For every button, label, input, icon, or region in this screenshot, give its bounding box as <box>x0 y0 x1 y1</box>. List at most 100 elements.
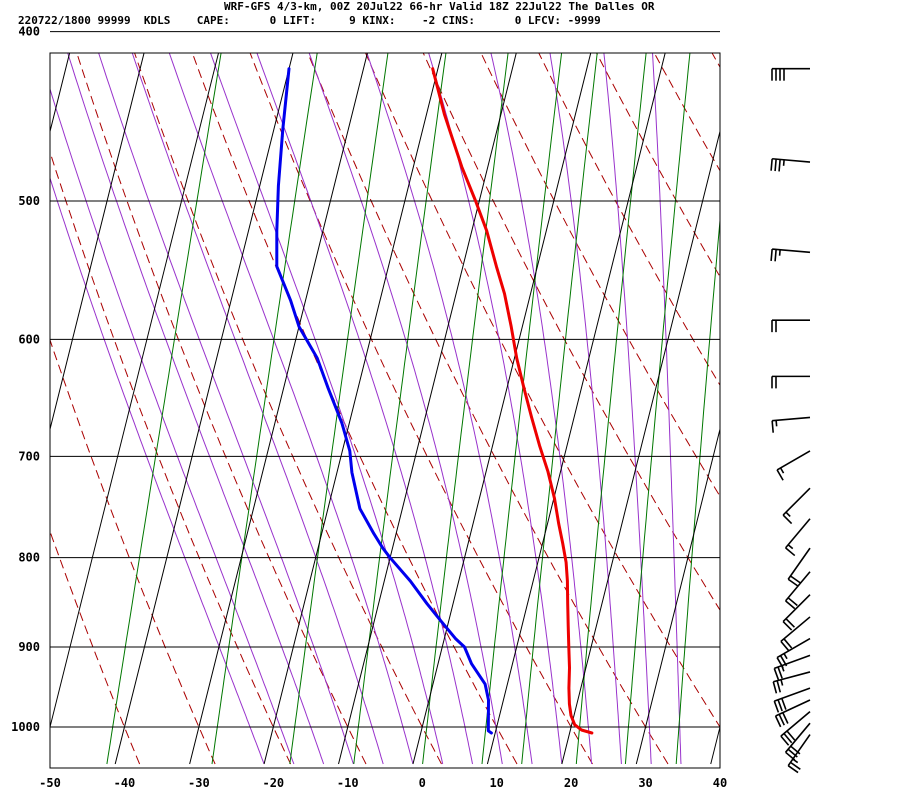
dry-adiabat <box>711 53 720 69</box>
x-tick-label: 10 <box>489 776 503 790</box>
dry-adiabat <box>191 53 518 765</box>
x-tick-label: -50 <box>39 776 61 790</box>
wind-barb <box>773 687 811 713</box>
y-axis-tick-labels: 400 500 600 700 800 900 1000 <box>11 25 40 734</box>
moist-adiabat <box>50 176 265 765</box>
wind-barb-flag <box>773 700 780 713</box>
wind-barb <box>784 518 811 557</box>
wind-barb <box>782 594 811 631</box>
dry-adiabat <box>480 53 720 498</box>
wind-barb-staff <box>787 547 811 580</box>
wind-barb-staff <box>772 157 811 163</box>
x-tick-label: 30 <box>638 776 652 790</box>
wind-barb-flag <box>782 620 793 631</box>
isotherm <box>412 53 592 765</box>
x-tick-label: -20 <box>262 776 284 790</box>
wind-barb <box>780 616 811 652</box>
wind-barb-flag <box>790 575 801 584</box>
y-tick-label: 900 <box>18 640 40 654</box>
mixing-ratio-line <box>353 53 447 765</box>
y-tick-label: 400 <box>18 25 40 39</box>
wind-barb-staff <box>787 734 811 767</box>
header: WRF-GFS 4/3-km, 00Z 20Jul22 66-hr Valid … <box>0 0 900 34</box>
dry-adiabat <box>50 338 216 765</box>
wind-barb-staff <box>782 487 811 516</box>
wind-barb-flag <box>773 668 780 680</box>
moist-adiabat <box>67 53 325 765</box>
isotherm <box>263 53 443 765</box>
dry-adiabat <box>134 53 442 765</box>
moist-adiabat <box>256 53 473 765</box>
isotherm <box>189 53 368 765</box>
plot-frame <box>49 52 721 769</box>
grid <box>50 31 720 728</box>
x-tick-label: 20 <box>564 776 578 790</box>
moist-adiabat <box>98 53 354 765</box>
wind-barb-flag <box>772 681 778 694</box>
dry-adiabat <box>364 53 720 728</box>
wind-barb-staff <box>774 654 811 670</box>
moist-adiabat <box>549 53 622 765</box>
wind-barb-flag <box>780 735 790 746</box>
wind-barb-staff <box>772 248 811 254</box>
dry-adiabat <box>307 53 669 765</box>
chart-title: WRF-GFS 4/3-km, 00Z 20Jul22 66-hr Valid … <box>224 0 655 13</box>
isotherm <box>50 53 145 432</box>
moist-adiabat <box>210 53 444 765</box>
wind-barb-staff <box>772 416 811 422</box>
x-axis-tick-labels: -50 -40 -30 -20 -10 0 10 20 30 40 <box>39 776 727 790</box>
wind-barb <box>770 157 811 172</box>
wind-barb-staff <box>780 711 811 737</box>
wind-barb <box>780 711 811 746</box>
wind-barb-flag <box>787 597 798 607</box>
wind-barb-staff <box>784 518 811 549</box>
dry-adiabat <box>595 53 720 278</box>
isotherm <box>50 53 220 730</box>
wind-barb-flag <box>783 733 793 744</box>
wind-barb-flag <box>785 618 796 628</box>
wind-barb <box>782 487 811 525</box>
dry-adiabat <box>76 53 367 765</box>
wind-barb-half-flag <box>775 420 778 427</box>
x-tick-label: 40 <box>713 776 727 790</box>
wind-barb <box>784 571 811 610</box>
isotherm <box>50 53 71 134</box>
dry-adiabat <box>249 53 593 765</box>
isotherm <box>486 53 666 765</box>
mixing-ratio-line <box>675 214 720 765</box>
wind-barb-staff <box>782 594 811 623</box>
wind-barb-flag <box>782 514 793 525</box>
wind-barb-staff <box>774 687 811 702</box>
wind-barb-staff <box>780 616 811 642</box>
mixing-ratio-line <box>422 53 509 765</box>
mixing-ratio-line <box>481 53 563 765</box>
wind-barb-flag <box>780 640 790 652</box>
wind-barb <box>787 547 811 587</box>
wind-barb-flag <box>781 698 787 710</box>
moist-adiabat <box>50 87 295 765</box>
y-tick-label: 600 <box>18 332 40 346</box>
wind-barb-flag <box>774 715 782 728</box>
sounding-traces <box>275 67 594 735</box>
wind-barb-staff <box>773 671 811 683</box>
wind-barb-staff <box>784 571 811 602</box>
mixing-ratio-line <box>289 53 389 765</box>
wind-barb-flag <box>774 249 777 262</box>
wind-barb <box>776 450 811 481</box>
dry-adiabat <box>50 530 141 765</box>
mixing-ratio-line <box>624 53 691 765</box>
moist-adiabat <box>168 53 414 765</box>
isotherm <box>0 0 10 764</box>
wind-barb <box>771 416 811 433</box>
moist-adiabat <box>428 53 563 765</box>
wind-barb-flag <box>770 158 773 171</box>
isotherm <box>561 129 720 765</box>
wind-barb-half-flag <box>785 511 791 518</box>
wind-barb-flag <box>790 745 801 755</box>
moist-adiabat <box>131 53 384 765</box>
y-tick-label: 700 <box>18 449 40 463</box>
wind-barb-half-flag <box>782 159 785 166</box>
wind-barb <box>770 248 811 262</box>
dry-adiabat <box>735 0 900 764</box>
x-tick-label: 0 <box>419 776 426 790</box>
